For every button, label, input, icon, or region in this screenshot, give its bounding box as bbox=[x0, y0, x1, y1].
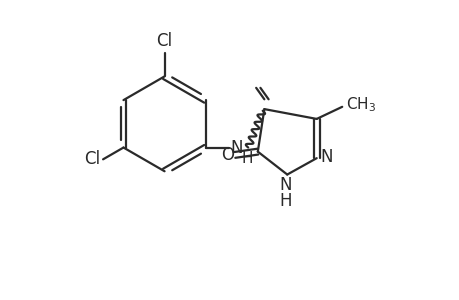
Text: H: H bbox=[279, 191, 291, 209]
Text: Cl: Cl bbox=[156, 32, 172, 50]
Text: CH$_3$: CH$_3$ bbox=[345, 95, 375, 113]
Text: N: N bbox=[320, 148, 332, 166]
Text: Cl: Cl bbox=[84, 150, 100, 168]
Text: N: N bbox=[230, 139, 243, 157]
Text: H: H bbox=[241, 152, 252, 166]
Text: N: N bbox=[279, 176, 291, 194]
Text: O: O bbox=[220, 146, 233, 164]
